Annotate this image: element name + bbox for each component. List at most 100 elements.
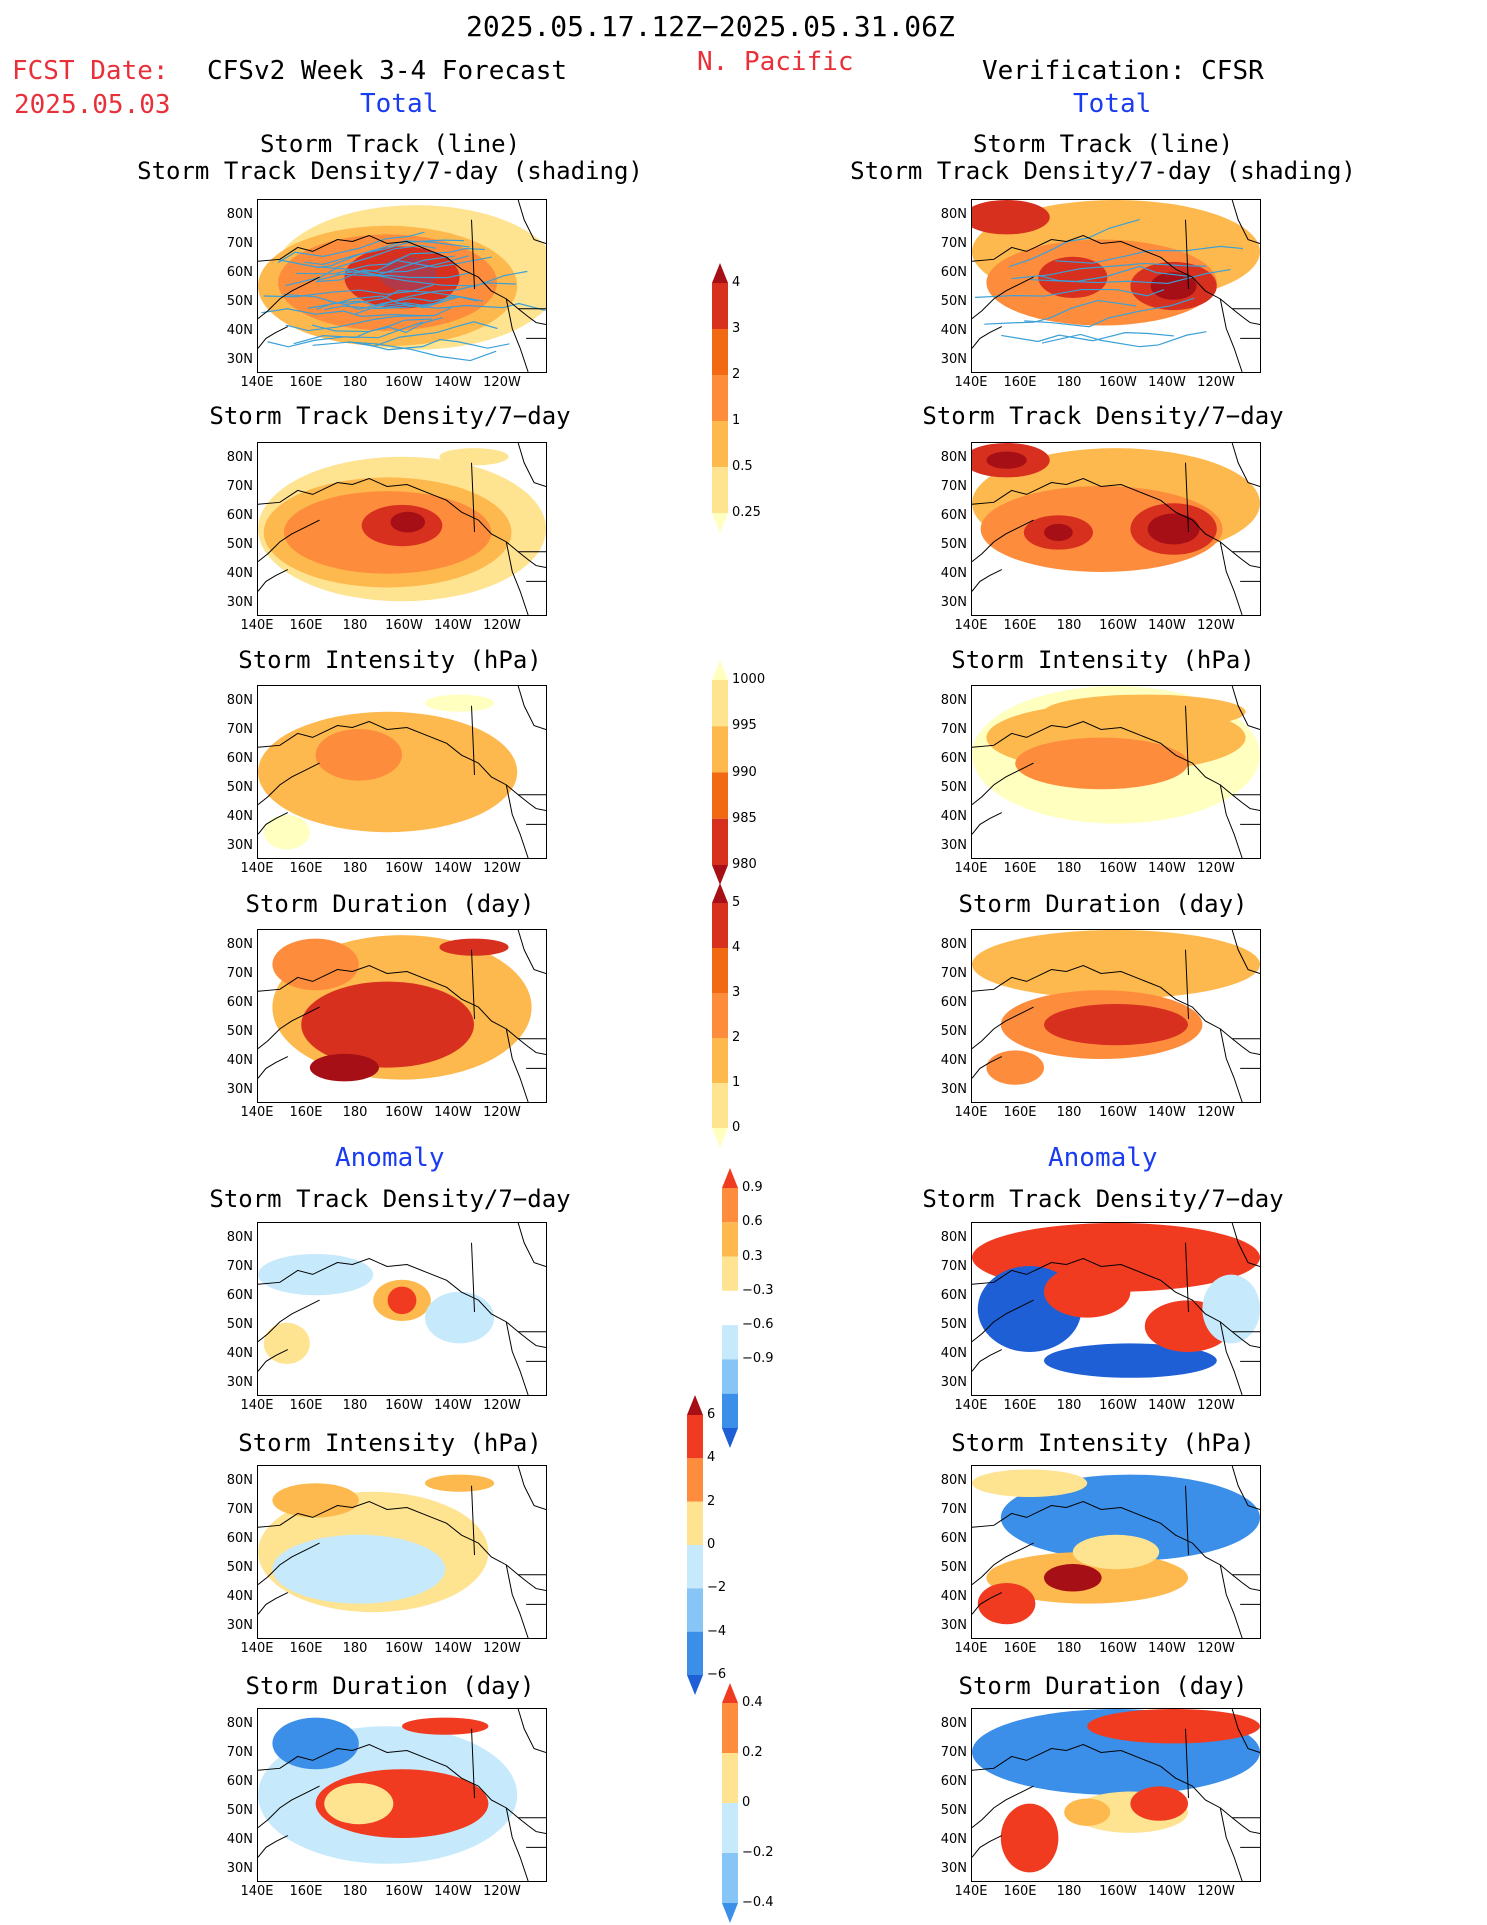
lon-tick-label: 120W — [1197, 375, 1235, 390]
map-svg — [972, 1709, 1260, 1881]
storm-track-line — [324, 294, 478, 311]
colorbar-tick-label: −0.9 — [742, 1351, 774, 1367]
colorbar-segment — [687, 1395, 703, 1415]
colorbar-segment — [712, 680, 728, 727]
panel-title-duration-anom-right: Storm Duration (day) — [958, 1672, 1248, 1700]
coastline — [258, 1785, 320, 1829]
right-column-title: Verification: CFSR — [982, 56, 1264, 86]
map-svg — [972, 200, 1260, 372]
colorbar-segment — [687, 1675, 703, 1695]
lon-tick-label: 160E — [1003, 375, 1037, 390]
lon-tick-label: 140E — [954, 1105, 988, 1120]
coastline — [1185, 1485, 1189, 1555]
coastline — [505, 298, 529, 372]
colorbar-tick-label: 0.3 — [742, 1248, 763, 1264]
coastline — [1231, 1466, 1260, 1510]
lat-tick-label: 80N — [226, 450, 253, 465]
storm-track-line — [296, 272, 471, 279]
lat-tick-label: 60N — [940, 1288, 967, 1303]
lat-tick-label: 70N — [226, 1745, 253, 1760]
colorbar-tick-label: 1000 — [732, 672, 766, 687]
lon-tick-label: 160E — [289, 618, 323, 633]
colorbar-segment — [722, 1168, 738, 1188]
coastline — [1231, 686, 1260, 730]
coastline — [471, 1242, 475, 1312]
colorbar-segment — [712, 329, 728, 375]
date-range-title: 2025.05.17.12Z−2025.05.31.06Z — [466, 10, 955, 43]
colorbar-segment — [687, 1415, 703, 1459]
colorbar-tick-label: 995 — [732, 718, 757, 734]
lat-tick-label: 30N — [226, 1082, 253, 1097]
shaded-region — [425, 1291, 495, 1344]
storm-track-line — [347, 321, 498, 347]
lat-tick-label: 70N — [940, 722, 967, 737]
coastline — [1185, 462, 1189, 532]
lon-tick-label: 160W — [1099, 861, 1137, 876]
colorbar-tick-label: 4 — [707, 1450, 716, 1466]
left-total-label: Total — [360, 89, 439, 119]
shaded-region — [1044, 1343, 1217, 1378]
lat-tick-label: 50N — [940, 1803, 967, 1818]
lon-tick-label: 160W — [1099, 1398, 1137, 1413]
storm-track-line — [354, 282, 517, 315]
colorbar-tick-label: 2 — [732, 1030, 741, 1045]
storm-track-line — [1001, 332, 1175, 343]
storm-track-line — [1030, 269, 1231, 285]
colorbar-segment — [712, 1038, 728, 1083]
map-panel-1-forecast — [257, 442, 547, 616]
lon-tick-label: 140E — [240, 1641, 274, 1656]
lat-tick-label: 50N — [226, 780, 253, 795]
lon-tick-label: 140E — [954, 1884, 988, 1899]
lon-tick-label: 160W — [385, 618, 423, 633]
colorbar-segment — [712, 1128, 728, 1148]
lat-tick-label: 60N — [940, 1774, 967, 1789]
coastline — [1219, 298, 1243, 372]
lon-tick-label: 180 — [1056, 618, 1082, 633]
map-svg — [258, 1223, 546, 1395]
colorbar-segment — [722, 1222, 738, 1257]
colorbar-tick-label: 0.9 — [742, 1180, 763, 1195]
lon-tick-label: 180 — [1056, 1641, 1082, 1656]
map-svg — [258, 443, 546, 615]
shaded-region — [272, 938, 359, 991]
lon-tick-label: 180 — [342, 1641, 368, 1656]
colorbar-segment — [712, 1083, 728, 1128]
lat-tick-label: 80N — [226, 1473, 253, 1488]
lat-tick-label: 30N — [940, 1861, 967, 1876]
colorbar-tick-label: 0 — [707, 1537, 716, 1552]
lon-tick-label: 160E — [1003, 1398, 1037, 1413]
coastline — [517, 443, 546, 487]
lon-tick-label: 140E — [240, 375, 274, 390]
lon-tick-label: 160W — [1099, 618, 1137, 633]
colorbar-segment — [712, 883, 728, 903]
lon-tick-label: 140W — [1148, 1398, 1186, 1413]
colorbar-segment — [712, 993, 728, 1038]
coastline — [258, 1835, 289, 1858]
lat-tick-label: 60N — [940, 265, 967, 280]
coastline — [972, 1835, 1003, 1858]
colorbar-segment — [722, 1903, 738, 1923]
map-svg — [972, 1466, 1260, 1638]
lon-tick-label: 180 — [1056, 1398, 1082, 1413]
map-svg — [258, 686, 546, 858]
storm-track-line — [315, 255, 469, 283]
colorbar-segment — [722, 1359, 738, 1394]
lon-tick-label: 120W — [1197, 1105, 1235, 1120]
lon-tick-label: 180 — [1056, 1105, 1082, 1120]
map-svg — [258, 200, 546, 372]
panel-title-track-shading-right: Storm Track Density/7-day (shading) — [850, 157, 1356, 185]
map-panel-4-forecast — [257, 1222, 547, 1396]
map-panel-6-forecast — [257, 1708, 547, 1882]
lon-tick-label: 160W — [385, 1105, 423, 1120]
shaded-region — [258, 1253, 374, 1296]
colorbar-tick-label: −2 — [707, 1580, 727, 1596]
lon-tick-label: 160E — [289, 375, 323, 390]
coastline — [1231, 930, 1260, 974]
panel-title-duration-left: Storm Duration (day) — [245, 890, 535, 918]
storm-track-line — [984, 299, 1137, 325]
lat-tick-label: 60N — [940, 751, 967, 766]
lat-tick-label: 80N — [226, 207, 253, 222]
lon-tick-label: 140W — [1148, 618, 1186, 633]
lat-tick-label: 80N — [940, 207, 967, 222]
lat-tick-label: 80N — [226, 1230, 253, 1245]
